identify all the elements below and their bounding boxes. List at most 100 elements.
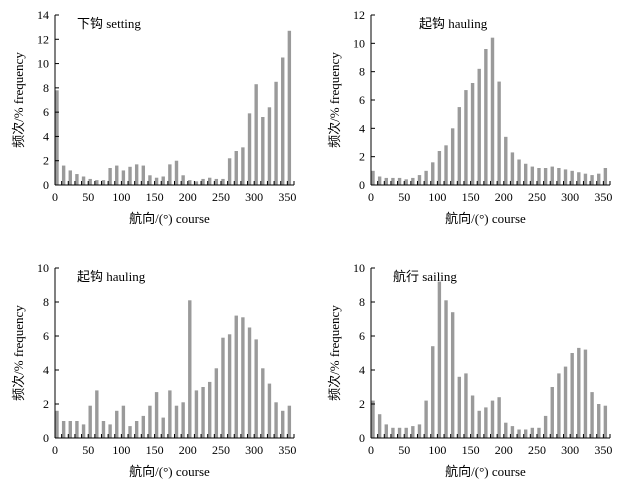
bar <box>108 424 112 438</box>
bar <box>128 166 132 185</box>
bar <box>570 170 574 185</box>
bar <box>504 422 508 438</box>
y-tick-label: 10 <box>37 57 49 71</box>
bar <box>134 164 139 185</box>
bar <box>221 178 225 185</box>
y-tick-label: 6 <box>43 329 49 343</box>
bar <box>154 392 159 438</box>
y-tick-label: 8 <box>43 81 49 95</box>
y-axis-label: 频次/% frequency <box>11 305 26 401</box>
bar <box>207 381 212 438</box>
x-tick-label: 250 <box>212 443 230 457</box>
bar <box>377 176 382 185</box>
bar <box>81 424 86 438</box>
bar <box>497 397 501 438</box>
bar <box>583 349 588 438</box>
y-axis-label: 频次/% frequency <box>11 52 26 148</box>
bar <box>227 334 232 438</box>
bar <box>168 164 172 185</box>
bar <box>464 373 468 438</box>
bar <box>397 177 402 185</box>
bar <box>424 400 428 438</box>
bar <box>597 173 601 185</box>
bar <box>247 113 252 185</box>
bar <box>234 315 238 438</box>
bar <box>490 400 495 438</box>
bar <box>371 400 375 438</box>
y-tick-label: 8 <box>359 295 365 309</box>
bar <box>75 174 79 185</box>
bar <box>431 162 435 185</box>
bar <box>267 107 272 185</box>
bar <box>583 173 588 185</box>
y-tick-label: 12 <box>353 8 365 22</box>
x-tick-label: 250 <box>212 190 230 204</box>
y-tick-label: 4 <box>359 363 365 377</box>
bar <box>424 170 428 185</box>
bar <box>68 170 72 185</box>
bar <box>55 410 59 438</box>
x-axis-label: 航向/(°) course <box>129 211 210 226</box>
bar <box>523 429 528 438</box>
bar <box>590 175 594 185</box>
bar <box>550 166 554 185</box>
bar <box>444 300 448 438</box>
x-tick-label: 50 <box>398 190 410 204</box>
bar <box>161 176 165 185</box>
panel-title: 起钩 hauling <box>419 16 488 31</box>
bar <box>201 387 205 438</box>
x-tick-label: 150 <box>462 190 480 204</box>
chart-panel-2: 0 2 4 6 8 10 12 0 50 100 150 200 250 300 350 航向/(°) cou… <box>327 8 612 226</box>
bar <box>287 30 292 185</box>
x-tick-label: 0 <box>52 190 58 204</box>
bar <box>464 90 468 185</box>
bar <box>570 353 574 438</box>
bar <box>188 180 192 185</box>
bar <box>214 368 219 438</box>
bar <box>397 427 402 438</box>
x-tick-label: 350 <box>594 190 612 204</box>
y-tick-label: 0 <box>359 431 365 445</box>
bar <box>477 410 481 438</box>
bar <box>530 166 535 185</box>
x-axis-label: 航向/(°) course <box>445 464 526 479</box>
bar <box>261 117 265 185</box>
bar <box>61 165 66 185</box>
bar <box>411 177 415 185</box>
x-tick-label: 150 <box>146 443 164 457</box>
y-tick-label: 0 <box>43 178 49 192</box>
y-tick-label: 12 <box>37 32 49 46</box>
bar <box>194 390 199 438</box>
bar <box>457 376 462 438</box>
bar <box>470 395 475 438</box>
bar <box>148 175 152 185</box>
x-tick-label: 200 <box>495 443 513 457</box>
bar <box>281 410 285 438</box>
bar <box>543 168 548 185</box>
x-tick-label: 0 <box>368 190 374 204</box>
bar <box>61 421 66 438</box>
x-axis-label: 航向/(°) course <box>129 464 210 479</box>
y-tick-label: 6 <box>359 329 365 343</box>
bar <box>154 177 159 185</box>
bar <box>75 421 79 438</box>
bar <box>234 151 238 185</box>
bar <box>141 415 146 438</box>
x-tick-label: 250 <box>528 443 546 457</box>
panel-title: 航行 sailing <box>393 269 457 284</box>
y-tick-label: 4 <box>43 129 49 143</box>
panel-title: 下钩 setting <box>77 16 141 31</box>
bar <box>431 346 435 438</box>
bar <box>543 415 548 438</box>
bar <box>207 177 212 185</box>
bar <box>504 136 508 185</box>
y-tick-label: 6 <box>43 105 49 119</box>
bar <box>134 421 139 438</box>
x-tick-label: 50 <box>82 443 94 457</box>
y-tick-label: 4 <box>43 363 49 377</box>
x-tick-label: 100 <box>112 190 130 204</box>
y-tick-label: 8 <box>43 295 49 309</box>
bar <box>227 158 232 185</box>
bar <box>281 57 285 185</box>
